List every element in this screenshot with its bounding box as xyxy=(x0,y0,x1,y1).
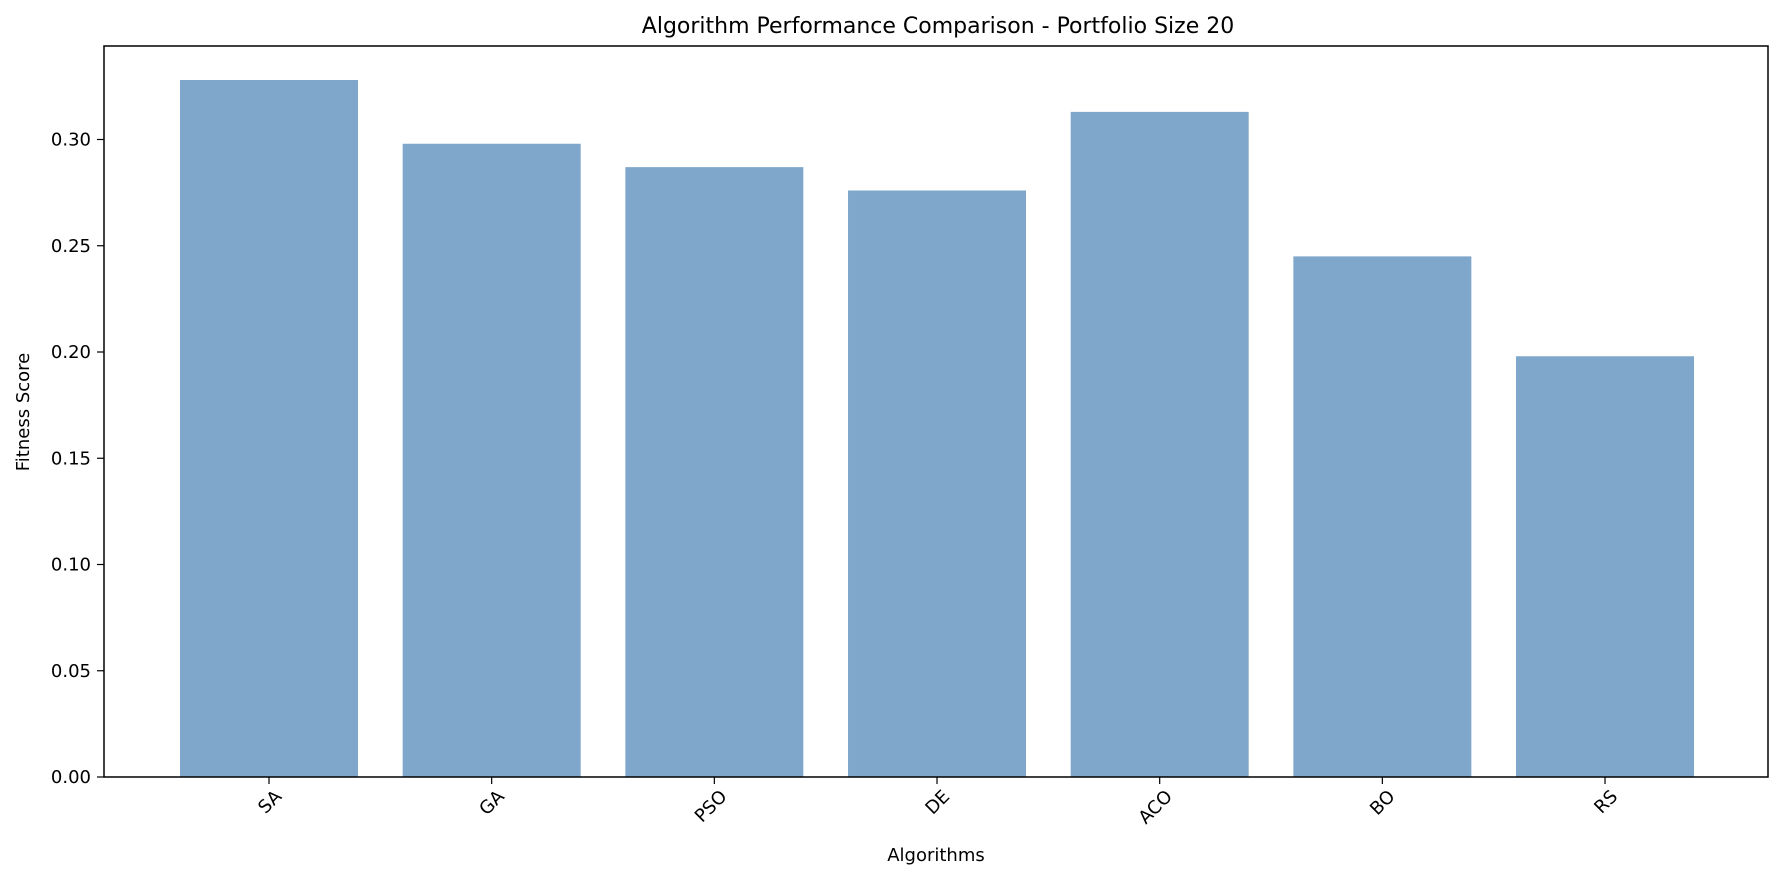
x-tick-label: ACO xyxy=(1135,786,1177,828)
bar-sa xyxy=(180,80,358,777)
y-tick-label: 0.20 xyxy=(51,342,91,363)
y-tick-label: 0.05 xyxy=(51,661,91,682)
bar-pso xyxy=(625,167,804,778)
bar-aco xyxy=(1070,111,1249,778)
bar-rs xyxy=(1516,356,1695,777)
y-tick-label: 0.15 xyxy=(51,448,91,469)
bar-ga xyxy=(402,143,581,777)
y-axis-ticks: 0.00 0.05 0.10 0.15 0.20 0.25 0.30 xyxy=(51,130,104,788)
x-tick-label: GA xyxy=(475,786,509,820)
x-tick-label: BO xyxy=(1366,786,1399,819)
x-tick-label: RS xyxy=(1590,786,1622,818)
y-tick-label: 0.25 xyxy=(51,236,91,257)
x-tick-label: SA xyxy=(254,786,286,818)
chart-title: Algorithm Performance Comparison - Portf… xyxy=(642,14,1234,39)
y-tick-label: 0.30 xyxy=(51,130,91,151)
plot-frame xyxy=(103,45,1769,778)
x-tick-label: PSO xyxy=(691,786,732,827)
x-axis-ticks: SA GA PSO DE ACO BO RS xyxy=(254,777,1622,828)
bar-de xyxy=(848,190,1027,777)
bars-layer xyxy=(180,80,1695,778)
x-tick-label: DE xyxy=(921,786,954,819)
x-axis-label: Algorithms xyxy=(887,845,985,866)
bar-bo xyxy=(1293,256,1472,778)
y-tick-label: 0.00 xyxy=(51,767,91,788)
y-tick-label: 0.10 xyxy=(51,555,91,576)
y-axis-label: Fitness Score xyxy=(13,353,34,471)
